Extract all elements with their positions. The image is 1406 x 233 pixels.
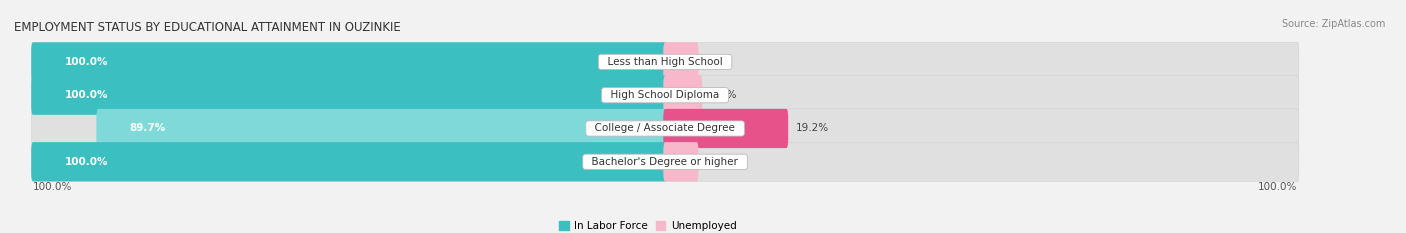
Text: 0.0%: 0.0% [706,57,733,67]
FancyBboxPatch shape [31,142,1299,181]
Text: 100.0%: 100.0% [65,157,108,167]
FancyBboxPatch shape [97,109,666,148]
FancyBboxPatch shape [31,42,1299,82]
FancyBboxPatch shape [31,109,1299,148]
Text: 100.0%: 100.0% [32,182,72,192]
Text: Less than High School: Less than High School [600,57,730,67]
Text: College / Associate Degree: College / Associate Degree [588,123,742,134]
Text: High School Diploma: High School Diploma [605,90,725,100]
FancyBboxPatch shape [664,75,702,115]
FancyBboxPatch shape [664,109,789,148]
Text: Source: ZipAtlas.com: Source: ZipAtlas.com [1281,19,1385,29]
Text: 5.6%: 5.6% [710,90,737,100]
Text: EMPLOYMENT STATUS BY EDUCATIONAL ATTAINMENT IN OUZINKIE: EMPLOYMENT STATUS BY EDUCATIONAL ATTAINM… [14,21,401,34]
Text: 100.0%: 100.0% [1258,182,1298,192]
Text: Bachelor's Degree or higher: Bachelor's Degree or higher [585,157,745,167]
Text: 19.2%: 19.2% [796,123,830,134]
FancyBboxPatch shape [31,75,666,115]
FancyBboxPatch shape [664,42,699,82]
Text: 89.7%: 89.7% [129,123,166,134]
FancyBboxPatch shape [31,42,666,82]
FancyBboxPatch shape [31,142,666,181]
FancyBboxPatch shape [664,142,699,181]
FancyBboxPatch shape [31,75,1299,115]
Text: 0.0%: 0.0% [706,157,733,167]
Text: 100.0%: 100.0% [65,57,108,67]
Text: 100.0%: 100.0% [65,90,108,100]
Legend: In Labor Force, Unemployed: In Labor Force, Unemployed [555,217,741,233]
